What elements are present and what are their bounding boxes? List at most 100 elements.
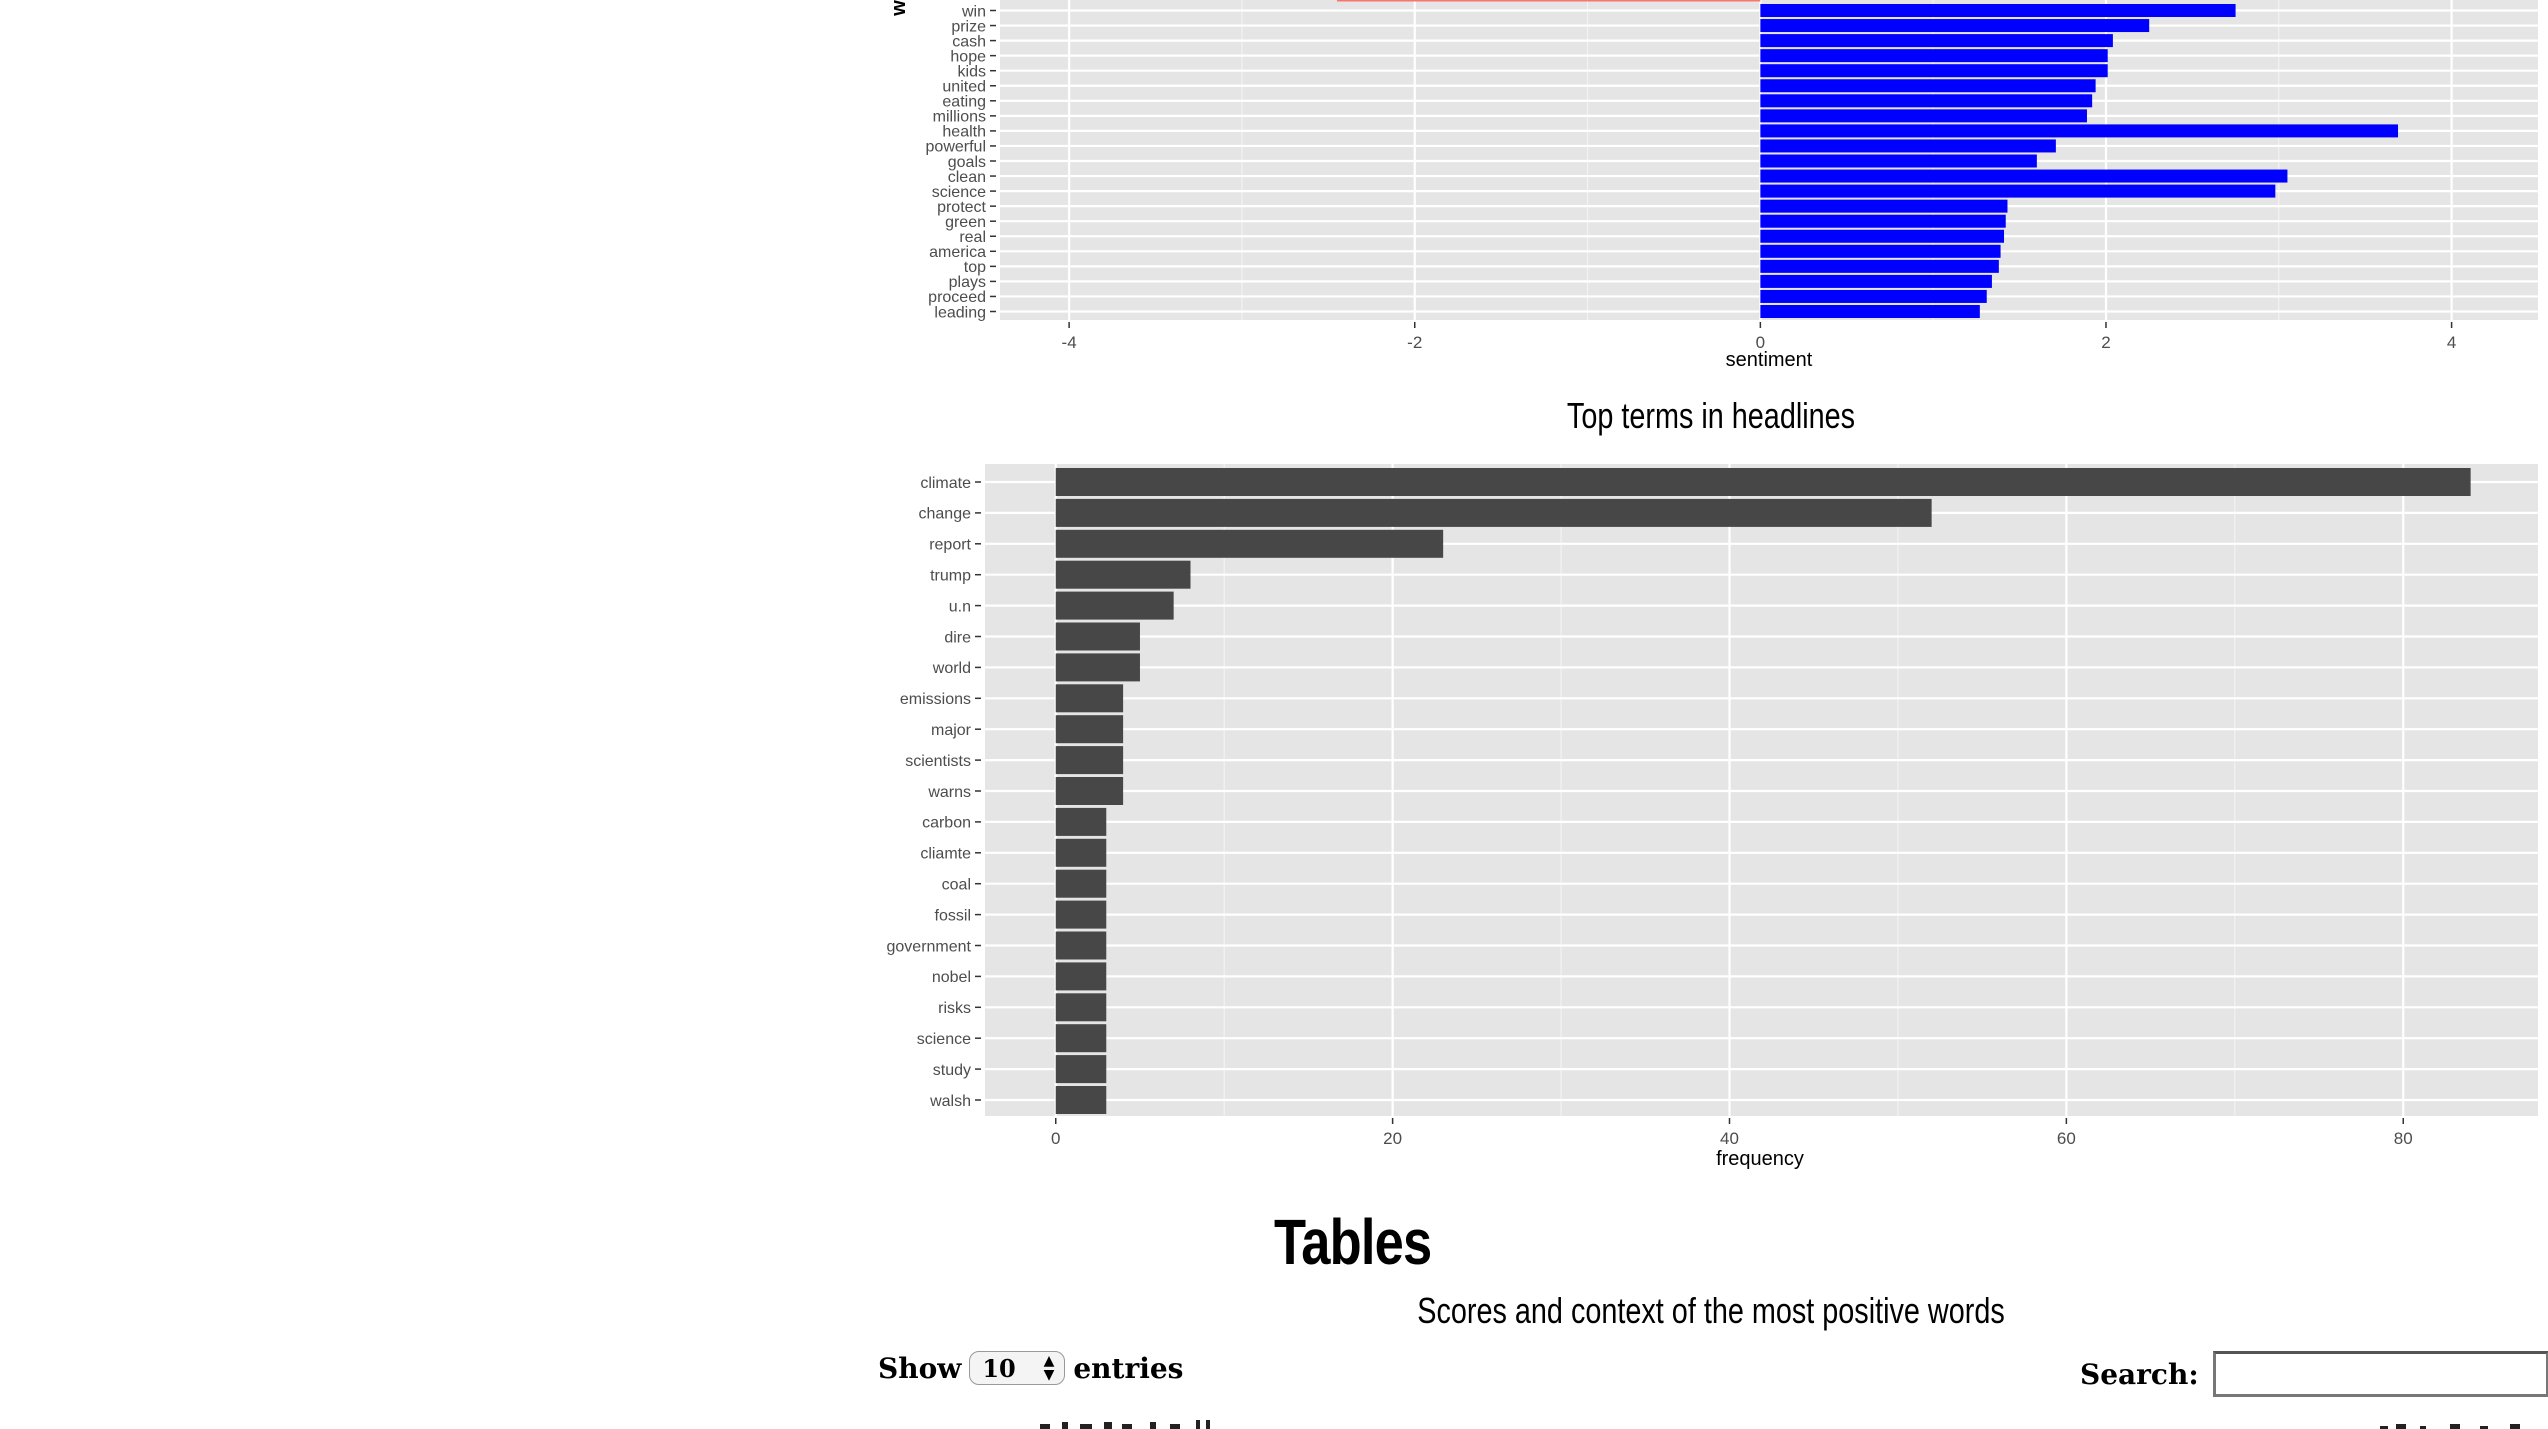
bar-clean xyxy=(1760,169,2288,183)
y-tick-label: top xyxy=(964,259,986,276)
bar-warns xyxy=(1055,777,1124,805)
bar-u.n xyxy=(1055,591,1174,620)
bar-health xyxy=(1760,124,2399,138)
entries-label: entries xyxy=(1073,1351,1184,1385)
frequency-x-tick-labels: 0 20 40 60 80 xyxy=(1051,1118,2413,1148)
x-tick-label: 80 xyxy=(2394,1129,2413,1148)
y-tick-label: health xyxy=(942,124,986,141)
table-header-row-cropped xyxy=(1000,1415,2548,1429)
y-tick-label: powerful xyxy=(926,139,986,156)
y-tick-label: proceed xyxy=(928,289,986,306)
page-length-control: Show 10 ▲ ▼ entries xyxy=(878,1351,1183,1385)
bar-carbon xyxy=(1055,807,1107,836)
frequency-x-axis-title: frequency xyxy=(1716,1148,1804,1170)
bar-trump xyxy=(1055,560,1191,589)
y-tick-label: u.n xyxy=(949,598,971,615)
y-tick-label: cliamte xyxy=(920,846,971,863)
bar-science xyxy=(1055,1024,1107,1053)
bar-nobel xyxy=(1055,962,1107,991)
y-tick-label: warns xyxy=(927,784,971,801)
x-tick-label: -4 xyxy=(1062,333,1077,352)
y-tick-label: carbon xyxy=(922,815,971,832)
bar-coal xyxy=(1055,869,1107,898)
y-tick-label: cash xyxy=(952,33,986,50)
bar-real xyxy=(1760,229,2005,243)
y-tick-label: science xyxy=(932,184,986,201)
sentiment-chart: leadingproceedplaystopamericarealgreenpr… xyxy=(888,0,2538,371)
sentiment-bars xyxy=(1336,0,2399,318)
frequency-chart-title: Top terms in headlines xyxy=(1566,395,1856,436)
bar-world xyxy=(1055,653,1140,682)
y-tick-label: risks xyxy=(938,1000,971,1017)
sentiment-x-tick-labels: -4 -2 0 2 4 xyxy=(1062,322,2456,352)
sentiment-y-tick-labels: leadingproceedplaystopamericarealgreenpr… xyxy=(926,3,996,321)
y-tick-label: climate xyxy=(920,475,971,492)
y-tick-label: science xyxy=(917,1031,971,1048)
y-tick-label: plays xyxy=(949,274,986,291)
bar-cash xyxy=(1760,34,2113,48)
y-tick-label: america xyxy=(929,244,986,261)
bar-america xyxy=(1760,244,2001,258)
bar-fossil xyxy=(1055,900,1107,929)
y-tick-label: trump xyxy=(930,567,971,584)
bar-walsh xyxy=(1055,1086,1107,1114)
bar-prize xyxy=(1760,19,2150,33)
bar-climate xyxy=(1055,468,2471,496)
y-tick-label: hope xyxy=(950,48,986,65)
bar-plays xyxy=(1760,274,1992,288)
bar-top xyxy=(1760,259,1999,273)
search-control: Search: xyxy=(2080,1351,2548,1397)
frequency-chart: walsh study science risks nobel government fos… xyxy=(887,464,2538,1170)
y-tick-label: walsh xyxy=(929,1093,971,1110)
x-tick-label: 20 xyxy=(1383,1129,1402,1148)
y-tick-label: report xyxy=(929,537,971,554)
bar-report xyxy=(1055,529,1444,558)
y-tick-label: nobel xyxy=(932,969,971,986)
x-tick-label: 60 xyxy=(2057,1129,2076,1148)
frequency-y-tick-labels: walsh study science risks nobel government fos… xyxy=(887,475,981,1110)
y-tick-label: coal xyxy=(942,876,971,893)
y-tick-label: eating xyxy=(942,94,986,111)
bar-dire xyxy=(1055,622,1140,651)
bar-united xyxy=(1760,79,2096,93)
y-tick-label: protect xyxy=(937,199,986,216)
y-tick-label: major xyxy=(931,722,972,739)
bar-government xyxy=(1055,931,1107,960)
page-length-select[interactable]: 10 ▲ ▼ xyxy=(969,1351,1066,1385)
bar-protect xyxy=(1760,199,2008,213)
bar-cliamte xyxy=(1055,838,1107,867)
bar-powerful xyxy=(1760,139,2056,153)
bar-green xyxy=(1760,214,2006,228)
x-tick-label: 0 xyxy=(1051,1129,1060,1148)
bar-change xyxy=(1055,498,1932,527)
y-tick-label: change xyxy=(919,506,972,523)
x-tick-label: 4 xyxy=(2447,333,2456,352)
y-tick-label: goals xyxy=(948,154,986,171)
y-tick-label: green xyxy=(945,214,986,231)
y-tick-label: emissions xyxy=(900,691,971,708)
bar-hope xyxy=(1760,49,2108,63)
table-subtitle: Scores and context of the most positive … xyxy=(1417,1290,2005,1331)
x-tick-label: 40 xyxy=(1720,1129,1739,1148)
bar-millions xyxy=(1760,109,2087,123)
y-tick-label: scientists xyxy=(905,753,971,770)
y-tick-label: prize xyxy=(951,18,986,35)
sentiment-x-axis-title: sentiment xyxy=(1726,349,1813,371)
x-tick-label: -2 xyxy=(1407,333,1422,352)
bar-study xyxy=(1055,1055,1107,1084)
bar-science xyxy=(1760,184,2276,198)
bar-win xyxy=(1760,4,2236,17)
bar-scientists xyxy=(1055,746,1124,775)
y-tick-label: win xyxy=(961,3,986,20)
bar-emissions xyxy=(1055,684,1124,713)
frequency-gridlines xyxy=(985,464,2538,1116)
page-length-value: 10 xyxy=(982,1353,1016,1383)
bar-eating xyxy=(1760,94,2093,108)
y-tick-label: kids xyxy=(958,63,986,80)
show-label: Show xyxy=(878,1351,962,1385)
bar-proceed xyxy=(1760,289,1987,303)
bar-goals xyxy=(1760,154,2037,168)
y-tick-label: fossil xyxy=(935,907,971,924)
search-input[interactable] xyxy=(2212,1351,2548,1397)
x-tick-label: 2 xyxy=(2101,333,2110,352)
